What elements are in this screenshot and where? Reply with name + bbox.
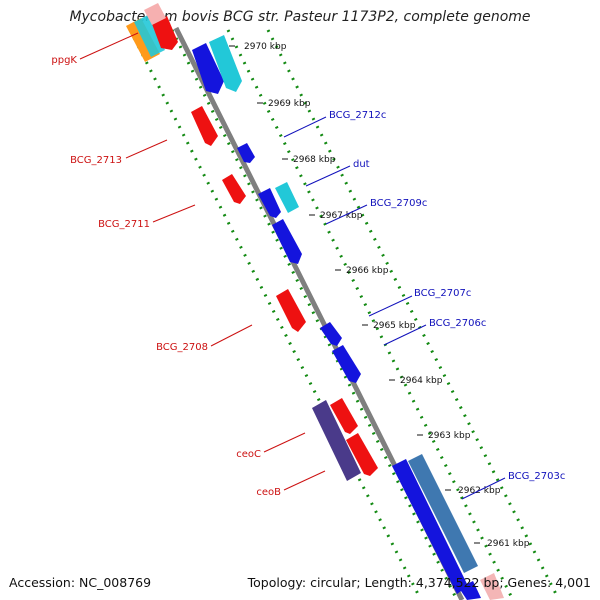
tick-label-2970: 2970 kbp xyxy=(244,42,287,52)
leader-dut xyxy=(305,165,351,187)
map-title: Mycobacterium bovis BCG str. Pasteur 117… xyxy=(69,9,531,25)
forward-gene-labels: ppgK BCG_2713 BCG_2711 BCG_2708 ceoC ceo… xyxy=(51,32,326,498)
gene-top-blue xyxy=(192,43,224,94)
gene-bottom-blue xyxy=(459,581,481,600)
gene-BCG_2711-block xyxy=(222,174,246,204)
gene-bottom-faded xyxy=(480,573,504,600)
leader-BCG_2713 xyxy=(125,139,168,159)
tick-label-2963: 2963 kbp xyxy=(428,431,471,441)
gene-dut-block xyxy=(237,143,255,163)
gene-top-rna xyxy=(209,35,242,92)
reverse-genes xyxy=(192,35,504,600)
gene-2709-rna xyxy=(275,182,299,213)
tick-label-2968: 2968 kbp xyxy=(293,155,336,165)
label-ppgK: ppgK xyxy=(51,55,77,66)
tick-label-2969: 2969 kbp xyxy=(268,99,311,109)
gene-ceoB-block xyxy=(346,433,378,476)
label-ceoB: ceoB xyxy=(256,487,281,498)
leader-BCG_2709c xyxy=(325,204,368,225)
gene-2703-blue xyxy=(392,459,468,594)
tick-label-2967: 2967 kbp xyxy=(320,211,363,221)
leader-ppgK xyxy=(79,32,139,60)
label-ceoC: ceoC xyxy=(236,449,261,460)
gene-top-red-faded xyxy=(144,3,166,25)
forward-genes xyxy=(126,3,378,481)
gene-top-red xyxy=(152,16,178,50)
label-BCG_2707c: BCG_2707c xyxy=(414,288,471,299)
label-BCG_2712c: BCG_2712c xyxy=(329,110,386,121)
label-BCG_2706c: BCG_2706c xyxy=(429,318,486,329)
forward-track-outer xyxy=(128,29,422,599)
tick-label-2964: 2964 kbp xyxy=(400,376,443,386)
leader-BCG_2708 xyxy=(210,324,253,347)
gene-ppgK-rna xyxy=(134,15,165,57)
tick-label-2965: 2965 kbp xyxy=(373,321,416,331)
leader-BCG_2711 xyxy=(152,204,196,223)
gene-2706-block xyxy=(332,345,361,383)
accession-text: Accession: NC_008769 xyxy=(9,575,152,590)
gene-2709-tail xyxy=(272,219,302,264)
leader-ceoC xyxy=(263,432,306,453)
label-BCG_2708: BCG_2708 xyxy=(156,342,208,353)
forward-track-inner xyxy=(170,29,458,599)
leader-BCG_2707c xyxy=(368,295,413,317)
gene-2707-block xyxy=(320,322,342,346)
label-BCG_2713: BCG_2713 xyxy=(70,155,122,166)
gene-BCG_2708-block xyxy=(276,289,306,332)
tick-label-2966: 2966 kbp xyxy=(346,266,389,276)
gene-2709-blue xyxy=(258,188,281,218)
gene-BCG_2713-block xyxy=(191,106,218,146)
leader-BCG_2703c xyxy=(461,477,506,500)
gene-2703-other xyxy=(408,454,478,573)
label-BCG_2711: BCG_2711 xyxy=(98,219,150,230)
reverse-track-outer xyxy=(266,29,560,599)
label-BCG_2703c: BCG_2703c xyxy=(508,471,565,482)
label-dut: dut xyxy=(353,159,370,170)
reverse-gene-labels: BCG_2712c dut BCG_2709c BCG_2707c BCG_27… xyxy=(283,110,565,500)
label-BCG_2709c: BCG_2709c xyxy=(370,198,427,209)
gene-ceo-other xyxy=(312,400,361,481)
genome-summary-text: Topology: circular; Length: 4,374,522 bp… xyxy=(247,575,591,590)
tick-label-2961: 2961 kbp xyxy=(487,539,530,549)
leader-ceoB xyxy=(283,470,326,491)
leader-BCG_2706c xyxy=(383,324,427,346)
leader-BCG_2712c xyxy=(283,116,327,138)
gene-ceoC-block xyxy=(330,398,358,434)
